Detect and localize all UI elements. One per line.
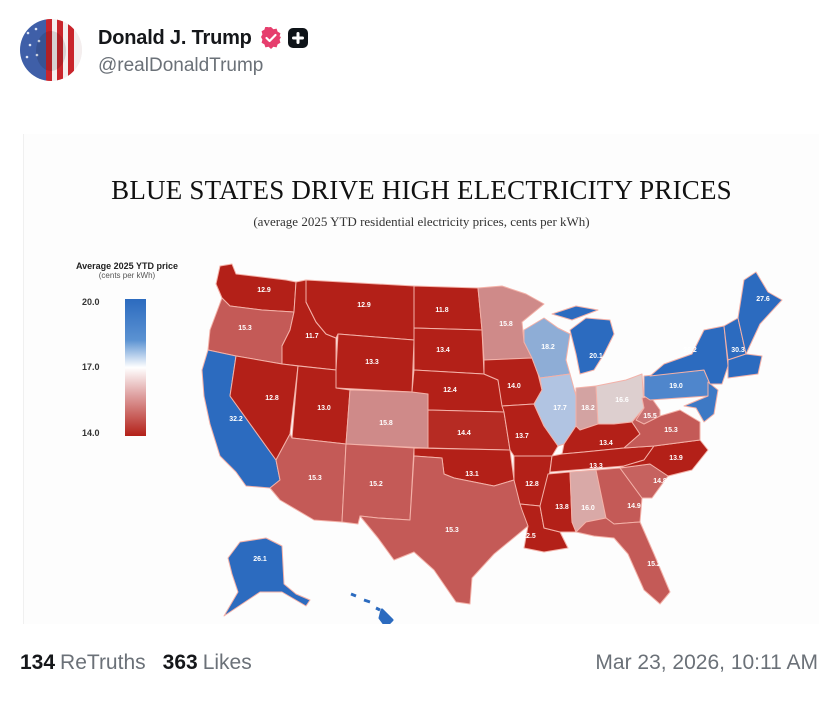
legend-title: Average 2025 YTD price bbox=[75, 261, 179, 271]
svg-text:30.3: 30.3 bbox=[731, 347, 745, 354]
display-name[interactable]: Donald J. Trump bbox=[98, 26, 252, 49]
svg-text:12.5: 12.5 bbox=[522, 533, 536, 540]
name-row: Donald J. Trump bbox=[98, 23, 308, 53]
state-NC bbox=[619, 439, 709, 477]
svg-text:12.4: 12.4 bbox=[443, 387, 457, 394]
plus-badge-icon bbox=[287, 28, 308, 48]
svg-text:15.3: 15.3 bbox=[664, 427, 678, 434]
state-FL bbox=[575, 517, 671, 605]
svg-text:13.8: 13.8 bbox=[555, 504, 569, 511]
avatar-flag-portrait-icon bbox=[20, 19, 82, 81]
svg-text:13.3: 13.3 bbox=[589, 463, 603, 470]
svg-text:15.3: 15.3 bbox=[238, 325, 252, 332]
svg-text:16.0: 16.0 bbox=[581, 505, 595, 512]
svg-text:20.1: 20.1 bbox=[589, 353, 603, 360]
likes-count: 363 bbox=[162, 651, 198, 674]
svg-text:14.0: 14.0 bbox=[507, 383, 521, 390]
post-timestamp[interactable]: Mar 23, 2026, 10:11 AM bbox=[595, 651, 818, 674]
svg-text:11.7: 11.7 bbox=[305, 333, 318, 340]
svg-text:27.6: 27.6 bbox=[756, 296, 770, 303]
svg-text:12.9: 12.9 bbox=[357, 302, 371, 309]
likes-stat[interactable]: 363 Likes bbox=[163, 651, 252, 675]
state-TX bbox=[359, 455, 529, 605]
likes-label: Likes bbox=[202, 651, 252, 674]
chart-subtitle: (average 2025 YTD residential electricit… bbox=[253, 214, 590, 229]
svg-text:26.1: 26.1 bbox=[253, 556, 267, 563]
svg-text:11.8: 11.8 bbox=[435, 307, 448, 314]
state-CO bbox=[345, 389, 431, 449]
svg-text:13.1: 13.1 bbox=[465, 471, 479, 478]
svg-text:13.4: 13.4 bbox=[599, 440, 613, 447]
verified-check-icon bbox=[260, 26, 282, 49]
state-MA-CT-RI bbox=[727, 353, 763, 379]
svg-text:17.7: 17.7 bbox=[553, 405, 567, 412]
retruths-label: ReTruths bbox=[60, 651, 146, 674]
legend-tick-low: 14.0 bbox=[82, 428, 100, 438]
state-MN bbox=[477, 285, 545, 361]
state-IL bbox=[533, 373, 577, 447]
retruths-count: 134 bbox=[20, 651, 56, 674]
svg-text:13.9: 13.9 bbox=[669, 455, 683, 462]
post-header: Donald J. Trump @realDonaldTrump bbox=[20, 17, 308, 83]
chart-title: BLUE STATES DRIVE HIGH ELECTRICITY PRICE… bbox=[111, 175, 732, 205]
state-HI bbox=[350, 592, 394, 624]
svg-text:12.9: 12.9 bbox=[257, 287, 271, 294]
svg-text:32.2: 32.2 bbox=[229, 416, 243, 423]
svg-text:15.2: 15.2 bbox=[369, 481, 383, 488]
state-AK bbox=[223, 537, 311, 617]
svg-text:15.3: 15.3 bbox=[308, 475, 322, 482]
state-MI bbox=[551, 305, 615, 375]
svg-text:12.8: 12.8 bbox=[265, 395, 279, 402]
svg-text:26.2: 26.2 bbox=[683, 347, 697, 354]
svg-text:14.9: 14.9 bbox=[627, 503, 641, 510]
legend-subtitle: (cents per kWh) bbox=[98, 271, 156, 280]
svg-text:13.4: 13.4 bbox=[436, 347, 450, 354]
state-NJ-MD-DE bbox=[683, 381, 719, 423]
legend-color-scale bbox=[125, 299, 146, 436]
svg-text:15.8: 15.8 bbox=[499, 321, 513, 328]
svg-text:15.5: 15.5 bbox=[643, 413, 657, 420]
svg-text:13.3: 13.3 bbox=[365, 359, 379, 366]
svg-text:18.2: 18.2 bbox=[541, 344, 555, 351]
svg-text:19.0: 19.0 bbox=[669, 383, 683, 390]
state-value-labels: 12.9 15.3 32.2 11.7 12.8 12.9 13.3 13.0 … bbox=[229, 287, 770, 568]
svg-text:14.8: 14.8 bbox=[653, 478, 667, 485]
legend-tick-mid: 17.0 bbox=[82, 362, 100, 372]
post-media-image[interactable]: BLUE STATES DRIVE HIGH ELECTRICITY PRICE… bbox=[23, 134, 819, 624]
svg-text:18.2: 18.2 bbox=[581, 405, 595, 412]
state-WY bbox=[335, 333, 415, 393]
svg-text:13.7: 13.7 bbox=[515, 433, 529, 440]
avatar[interactable] bbox=[20, 19, 82, 81]
color-legend: Average 2025 YTD price (cents per kWh) 2… bbox=[72, 261, 182, 438]
retruths-stat[interactable]: 134 ReTruths bbox=[20, 651, 146, 675]
svg-text:15.3: 15.3 bbox=[445, 527, 459, 534]
svg-text:15.8: 15.8 bbox=[379, 420, 393, 427]
user-handle[interactable]: @realDonaldTrump bbox=[98, 55, 264, 76]
svg-text:14.4: 14.4 bbox=[457, 430, 471, 437]
state-ME bbox=[737, 271, 783, 355]
legend-tick-high: 20.0 bbox=[82, 297, 100, 307]
svg-text:16.6: 16.6 bbox=[615, 397, 629, 404]
author-block: Donald J. Trump @realDonaldTrump bbox=[98, 23, 308, 77]
svg-text:15.2: 15.2 bbox=[647, 561, 661, 568]
post-footer: 134 ReTruths 363 Likes Mar 23, 2026, 10:… bbox=[20, 648, 818, 678]
svg-text:13.0: 13.0 bbox=[317, 405, 331, 412]
us-choropleth-map: 12.9 15.3 32.2 11.7 12.8 12.9 13.3 13.0 … bbox=[24, 134, 819, 624]
svg-text:12.8: 12.8 bbox=[525, 481, 539, 488]
